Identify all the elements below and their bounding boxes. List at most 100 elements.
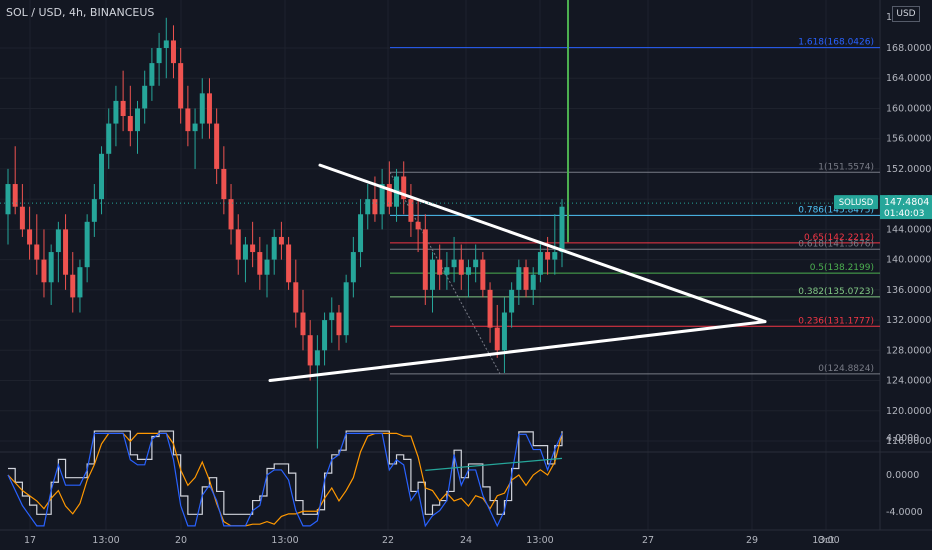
time-tick-label: 13:00 xyxy=(92,535,119,546)
candle-body xyxy=(214,123,220,169)
fib-level-label: 1(151.5574) xyxy=(818,162,874,172)
candle-body xyxy=(271,236,277,260)
candle-body xyxy=(401,176,407,200)
candle-body xyxy=(480,259,486,290)
candle-body xyxy=(516,267,522,290)
candle-body xyxy=(494,327,500,351)
fib-level-label: 0.65(142.2212) xyxy=(804,233,874,243)
candle-body xyxy=(264,259,270,275)
candlesticks xyxy=(5,17,565,449)
time-tick-label: 29 xyxy=(746,535,758,546)
price-tick-label: 124.0000 xyxy=(886,376,931,387)
current-price-badge xyxy=(880,195,932,220)
candle-body xyxy=(242,244,248,260)
price-tick-label: 136.0000 xyxy=(886,285,931,296)
candle-body xyxy=(70,274,76,298)
candle-body xyxy=(545,252,551,260)
candle-body xyxy=(372,199,378,215)
candle-body xyxy=(156,48,162,64)
candle-body xyxy=(523,267,529,290)
trendlines[interactable] xyxy=(268,163,767,383)
candle-body xyxy=(286,244,292,283)
candle-body xyxy=(487,289,493,328)
price-axis[interactable]: 168.0000 164.0000 160.0000 156.0000 152.0000… xyxy=(886,12,931,518)
candle-body xyxy=(41,259,47,283)
candle-body xyxy=(257,252,263,275)
candle-body xyxy=(19,206,25,230)
triangle-trendline xyxy=(318,163,767,324)
fibonacci-retracement[interactable]: 1.618(168.0426) 1(151.5574) 0.786(145.8475… xyxy=(389,38,880,375)
candle-body xyxy=(77,267,83,298)
candle-body xyxy=(163,40,169,48)
indicator-tick-label: -4.0000 xyxy=(886,507,923,518)
candle-body xyxy=(314,350,320,366)
candle-body xyxy=(127,116,133,132)
candle-body xyxy=(422,229,428,290)
candle-body xyxy=(185,108,191,132)
fib-level-label: 0.236(131.1777) xyxy=(798,316,874,326)
price-tick-label: 120.0000 xyxy=(886,406,931,417)
candle-body xyxy=(437,259,443,275)
candle-body xyxy=(386,184,392,207)
candle-body xyxy=(27,229,33,245)
candle-body xyxy=(5,184,11,215)
fib-level-label: 0.382(135.0723) xyxy=(798,287,874,297)
candle-body xyxy=(444,267,450,275)
candle-body xyxy=(329,312,335,321)
symbol-badge xyxy=(834,195,878,210)
time-tick-label: 13:00 xyxy=(271,535,298,546)
symbol-title: SOL / USD, 4h, BINANCEUS xyxy=(6,6,155,19)
time-tick-label: Oct xyxy=(818,535,835,546)
candle-body xyxy=(300,312,306,336)
candle-body xyxy=(149,63,155,86)
candle-body xyxy=(415,221,421,230)
oscillator-signal-line xyxy=(7,432,563,527)
candle-body xyxy=(206,93,212,124)
candle-body xyxy=(307,335,313,366)
candle-body xyxy=(358,214,364,253)
candle-body xyxy=(178,63,184,109)
triangle-trendline xyxy=(268,320,767,383)
fib-level-label: 0.5(138.2199) xyxy=(810,263,874,273)
candle-body xyxy=(365,199,371,215)
candle-body xyxy=(199,93,205,124)
time-tick-label: 20 xyxy=(175,535,187,546)
candle-body xyxy=(501,312,507,351)
oscillator-pane xyxy=(7,430,563,528)
candle-body xyxy=(221,168,227,200)
time-tick-label: 27 xyxy=(642,535,654,546)
grid-lines xyxy=(0,0,932,531)
candle-body xyxy=(343,282,349,336)
candle-body xyxy=(48,252,54,283)
price-tick-label: 132.0000 xyxy=(886,315,931,326)
candle-body xyxy=(235,229,241,260)
fib-level-label: 0.786(145.8475) xyxy=(798,205,874,215)
candle-body xyxy=(34,244,40,260)
time-tick-label: 24 xyxy=(460,535,472,546)
candle-body xyxy=(170,40,176,64)
candle-body xyxy=(530,274,536,290)
candle-body xyxy=(135,108,141,132)
oscillator-histogram-line xyxy=(8,430,563,515)
candle-body xyxy=(559,206,565,253)
symbol-badge-label: SOLUSD xyxy=(839,198,874,208)
indicator-tick-label: 4.0000 xyxy=(886,433,919,444)
candle-body xyxy=(458,259,464,275)
oscillator-main-line xyxy=(7,432,563,528)
candle-body xyxy=(84,221,90,268)
candle-body xyxy=(250,244,256,253)
candle-body xyxy=(192,123,198,132)
oscillator-recent-line xyxy=(425,457,563,471)
candle-body xyxy=(228,199,234,230)
candle-body xyxy=(322,320,328,351)
candle-body xyxy=(473,259,479,268)
candle-body xyxy=(12,184,18,207)
fib-level-label: 1.618(168.0426) xyxy=(798,38,874,48)
price-tick-label: 164.0000 xyxy=(886,73,931,84)
candle-body xyxy=(142,85,148,109)
candle-body xyxy=(293,282,299,313)
currency-button[interactable]: USD xyxy=(892,6,920,22)
